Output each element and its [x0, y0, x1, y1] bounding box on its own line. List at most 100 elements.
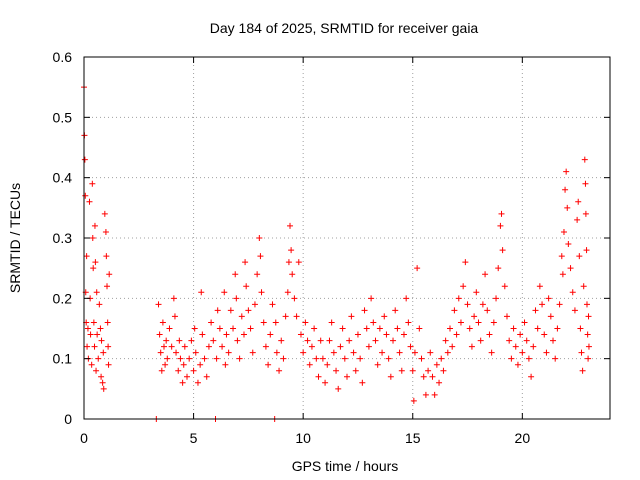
data-point	[482, 271, 489, 278]
data-point	[100, 385, 107, 392]
data-point	[370, 319, 377, 326]
y-tick-label: 0.1	[53, 351, 73, 367]
data-point	[164, 355, 171, 362]
data-point	[462, 259, 469, 266]
data-point	[179, 379, 186, 386]
data-point	[545, 295, 552, 302]
data-point	[304, 337, 311, 344]
data-point	[473, 289, 480, 296]
data-point	[233, 295, 240, 302]
data-point	[344, 373, 350, 380]
data-point	[257, 253, 264, 260]
data-point	[198, 289, 205, 296]
data-point	[578, 349, 585, 356]
data-point	[156, 331, 163, 338]
data-point	[192, 349, 199, 356]
data-point	[477, 337, 484, 344]
data-point	[381, 313, 388, 320]
data-point	[96, 301, 103, 308]
data-point	[431, 391, 438, 398]
data-point	[420, 373, 427, 380]
data-point	[444, 349, 451, 356]
data-point	[265, 361, 272, 368]
data-point	[453, 331, 460, 338]
data-point	[387, 373, 394, 380]
x-tick-label: 15	[405, 430, 421, 446]
data-point	[581, 156, 588, 163]
data-point	[162, 361, 169, 368]
data-point	[91, 343, 98, 350]
data-point	[576, 253, 583, 260]
data-point	[175, 367, 182, 374]
data-point	[552, 355, 559, 362]
data-point	[105, 361, 112, 368]
data-point	[190, 367, 197, 374]
data-point	[583, 247, 590, 254]
data-point	[159, 319, 166, 326]
data-point	[188, 337, 195, 344]
data-point	[580, 283, 587, 290]
data-points	[81, 84, 592, 422]
data-point	[479, 301, 486, 308]
data-point	[396, 349, 403, 356]
data-point	[536, 283, 543, 290]
data-point	[90, 265, 97, 272]
data-point	[278, 337, 285, 344]
data-point	[422, 391, 429, 398]
data-point	[543, 349, 550, 356]
data-point	[297, 331, 304, 338]
data-point	[157, 349, 164, 356]
data-point	[539, 301, 546, 308]
data-point	[438, 355, 445, 362]
y-tick-label: 0	[64, 411, 72, 427]
data-point	[158, 367, 165, 374]
data-point	[249, 349, 256, 356]
data-point	[400, 331, 407, 338]
y-tick-label: 0.5	[53, 109, 73, 125]
data-point	[173, 349, 180, 356]
data-point	[94, 331, 101, 338]
data-point	[457, 319, 464, 326]
data-point	[102, 228, 109, 235]
data-point	[240, 331, 247, 338]
data-point	[242, 259, 249, 266]
data-point	[104, 319, 111, 326]
data-point	[163, 337, 170, 344]
data-point	[350, 349, 357, 356]
data-point	[569, 289, 576, 296]
data-point	[577, 325, 584, 332]
data-point	[262, 343, 269, 350]
data-point	[287, 222, 294, 229]
axis-ticks: 0 0.1 0.2 0.3 0.4 0.5 0.6 0 5 10 15 20	[53, 49, 610, 446]
data-point	[554, 325, 561, 332]
data-point	[227, 307, 234, 314]
data-point	[562, 186, 569, 193]
data-point	[160, 343, 167, 350]
data-point	[451, 307, 458, 314]
data-point	[230, 325, 237, 332]
data-point	[333, 367, 340, 374]
data-point	[176, 337, 183, 344]
data-point	[293, 313, 300, 320]
x-tick-label: 5	[190, 430, 198, 446]
data-point	[534, 325, 541, 332]
data-point	[171, 313, 178, 320]
data-point	[322, 379, 329, 386]
data-point	[372, 337, 379, 344]
data-point	[210, 337, 217, 344]
data-point	[563, 168, 570, 175]
data-point	[256, 235, 263, 241]
data-point	[508, 355, 515, 362]
data-point	[99, 379, 106, 386]
data-point	[455, 295, 462, 302]
data-point	[243, 283, 250, 290]
data-point	[177, 355, 184, 362]
data-point	[238, 313, 245, 320]
x-tick-label: 10	[295, 430, 311, 446]
data-point	[556, 301, 563, 308]
data-point	[313, 355, 320, 362]
data-point	[208, 319, 215, 326]
x-tick-label: 0	[80, 430, 88, 446]
data-point	[197, 361, 204, 368]
data-point	[104, 283, 111, 290]
